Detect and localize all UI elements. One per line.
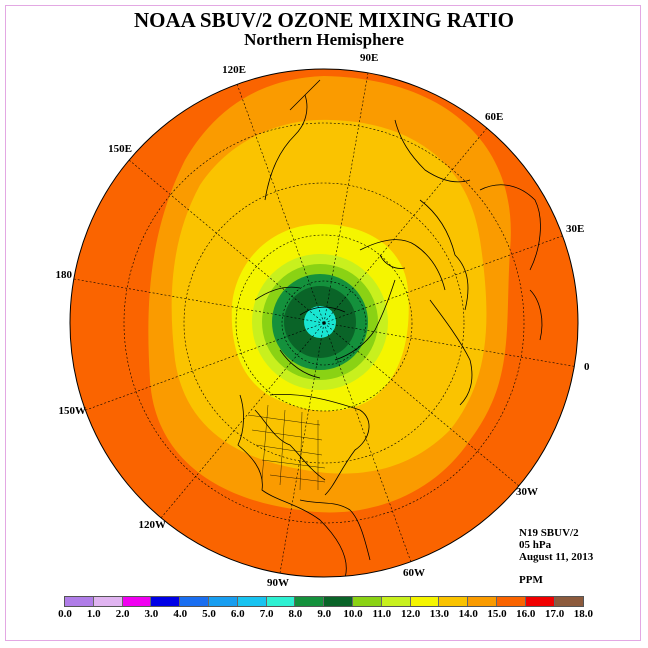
colorbar-tick-label: 11.0 bbox=[372, 608, 392, 620]
colorbar-segment bbox=[180, 597, 209, 606]
colorbar-tick-label: 18.0 bbox=[573, 608, 594, 620]
figure-frame bbox=[5, 5, 641, 641]
colorbar-segment bbox=[525, 597, 555, 606]
date-label: August 11, 2013 bbox=[519, 551, 594, 563]
colorbar-tick-label: 3.0 bbox=[144, 608, 159, 620]
colorbar-tick-label: 10.0 bbox=[343, 608, 363, 620]
lon-label-180: 180 bbox=[56, 269, 73, 281]
lon-label-150w: 150W bbox=[59, 405, 87, 417]
colorbar-tick-label: 7.0 bbox=[259, 608, 274, 620]
colorbar-tick-label: 4.0 bbox=[173, 608, 188, 620]
latitude-circles bbox=[123, 122, 525, 524]
colorbar-segment bbox=[93, 597, 123, 606]
map-subtitle: Northern Hemisphere bbox=[244, 30, 404, 49]
colorbar-segment bbox=[439, 597, 469, 606]
units-label: PPM bbox=[519, 574, 543, 586]
lon-label-30e: 30E bbox=[566, 223, 584, 235]
colorbar-segment bbox=[496, 597, 526, 606]
lon-label-0: 0 bbox=[584, 361, 590, 373]
colorbar-tick-label: 2.0 bbox=[115, 608, 130, 620]
lon-label-60w: 60W bbox=[403, 567, 425, 579]
colorbar-segment bbox=[324, 597, 353, 606]
colorbar-tick-label: 1.0 bbox=[86, 608, 101, 620]
colorbar-segment bbox=[122, 597, 152, 606]
colorbar-tick-label: 5.0 bbox=[202, 608, 216, 620]
lon-label-150e: 150E bbox=[108, 143, 132, 155]
colorbar-segment bbox=[237, 597, 267, 606]
colorbar-segment bbox=[352, 597, 382, 606]
colorbar-tick-label: 9.0 bbox=[317, 608, 332, 620]
colorbar-tick-label: 17.0 bbox=[544, 608, 565, 620]
colorbar-segment bbox=[65, 597, 94, 606]
colorbar bbox=[64, 596, 585, 607]
colorbar-segment bbox=[208, 597, 238, 606]
pressure-level-label: 05 hPa bbox=[519, 539, 552, 551]
colorbar-tick-label: 6.0 bbox=[230, 608, 245, 620]
coastlines bbox=[237, 79, 543, 577]
lon-label-120e: 120E bbox=[222, 64, 246, 76]
lon-label-60e: 60E bbox=[485, 111, 503, 123]
lon-label-90w: 90W bbox=[267, 577, 289, 589]
colorbar-tick-label: 16.0 bbox=[516, 608, 536, 620]
colorbar-segment bbox=[295, 597, 325, 606]
lon-label-90e: 90E bbox=[360, 52, 378, 64]
colorbar-segment bbox=[554, 597, 584, 606]
colorbar-segment bbox=[151, 597, 181, 606]
colorbar-segment bbox=[381, 597, 411, 606]
state-borders bbox=[247, 404, 326, 491]
colorbar-tick-label: 15.0 bbox=[487, 608, 507, 620]
lon-label-30w: 30W bbox=[516, 486, 538, 498]
colorbar-tick-label: 14.0 bbox=[458, 608, 478, 620]
colorbar-tick-label: 12.0 bbox=[400, 608, 421, 620]
colorbar-tick-label: 0.0 bbox=[58, 608, 72, 620]
colorbar-tick-label: 13.0 bbox=[429, 608, 450, 620]
colorbar-tick-label: 8.0 bbox=[288, 608, 303, 620]
map-title: NOAA SBUV/2 OZONE MIXING RATIO bbox=[134, 8, 514, 32]
instrument-label: N19 SBUV/2 bbox=[519, 527, 579, 539]
meridians bbox=[73, 72, 578, 574]
colorbar-segment bbox=[266, 597, 296, 606]
colorbar-segment bbox=[410, 597, 440, 606]
map-border bbox=[69, 68, 579, 578]
colorbar-segment bbox=[468, 597, 497, 606]
lon-label-120w: 120W bbox=[139, 519, 167, 531]
